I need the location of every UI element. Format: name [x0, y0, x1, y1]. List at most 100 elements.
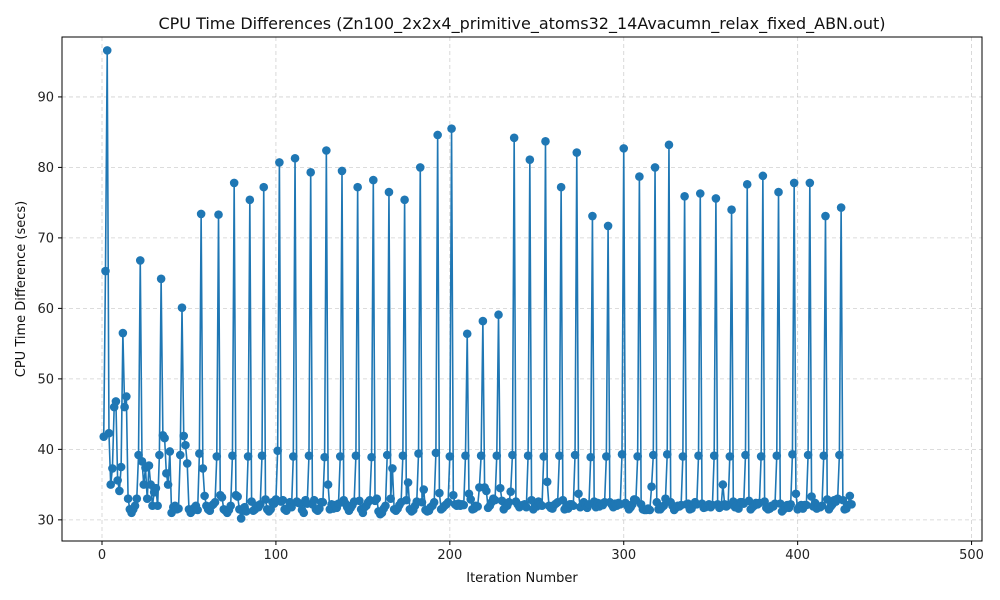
data-point: [257, 451, 267, 461]
x-tick-label: 200: [437, 548, 462, 563]
data-point: [228, 451, 237, 461]
data-point: [459, 500, 469, 510]
data-point: [290, 153, 300, 163]
plot-frame: [61, 36, 983, 542]
data-point: [633, 452, 642, 461]
data-point: [299, 508, 309, 518]
data-point: [195, 449, 204, 458]
data-point: [162, 469, 171, 478]
data-point: [556, 182, 566, 192]
data-point: [836, 203, 846, 212]
data-point: [725, 452, 735, 461]
y-tick-label: 90: [37, 90, 54, 105]
data-point: [111, 397, 121, 406]
data-point: [116, 462, 126, 472]
data-point: [417, 497, 427, 507]
data-point: [165, 447, 175, 456]
data-point: [772, 451, 782, 461]
data-point: [847, 500, 856, 509]
data-point: [449, 490, 458, 500]
data-point: [382, 450, 392, 460]
data-point: [650, 163, 660, 172]
data-point: [182, 459, 192, 468]
data-point: [443, 497, 453, 507]
data-point: [175, 450, 185, 460]
data-point: [414, 449, 423, 458]
data-point: [659, 501, 669, 511]
data-point: [106, 480, 115, 489]
data-point: [367, 452, 376, 462]
data-point: [403, 478, 413, 487]
data-point: [174, 504, 183, 513]
data-point: [156, 274, 166, 284]
x-tick-label: 300: [611, 548, 636, 563]
data-point: [664, 140, 674, 150]
data-point: [353, 182, 362, 192]
data-point: [261, 495, 270, 504]
data-point: [718, 480, 728, 489]
data-point: [802, 500, 811, 510]
data-point: [369, 175, 378, 185]
data-point: [709, 451, 719, 461]
data-point: [662, 450, 672, 459]
data-point: [273, 446, 282, 456]
data-point: [181, 440, 190, 450]
data-point: [104, 428, 114, 438]
data-point: [381, 501, 390, 511]
data-point: [123, 494, 133, 504]
data-point: [447, 124, 456, 133]
data-point: [236, 514, 246, 523]
data-point: [196, 209, 206, 219]
data-point: [570, 450, 580, 460]
data-point: [134, 450, 143, 460]
data-point: [821, 211, 830, 221]
data-point: [177, 303, 187, 312]
data-point: [306, 168, 316, 177]
data-point: [320, 452, 329, 462]
data-point: [476, 451, 486, 461]
data-point: [588, 211, 597, 221]
data-point: [509, 133, 519, 143]
data-point: [523, 451, 533, 461]
data-point: [574, 489, 583, 499]
data-point: [602, 452, 611, 461]
data-point: [102, 46, 112, 55]
y-tick-label: 30: [37, 513, 54, 528]
data-point: [603, 221, 613, 231]
data-point: [355, 496, 364, 506]
x-axis-ticks: 0 100 200 300 400 500: [98, 541, 984, 563]
data-point: [402, 495, 411, 505]
data-point: [508, 450, 517, 460]
x-tick-label: 100: [263, 548, 288, 563]
data-point: [198, 464, 208, 473]
data-point: [322, 146, 331, 155]
data-point: [142, 494, 152, 504]
data-point: [245, 195, 255, 205]
data-point: [259, 182, 269, 192]
data-point: [433, 130, 442, 140]
data-point: [506, 487, 515, 496]
data-point: [115, 486, 124, 496]
data-point: [151, 483, 161, 493]
data-point: [386, 494, 396, 504]
y-axis-label: CPU Time Difference (secs): [14, 201, 29, 378]
x-tick-label: 0: [98, 548, 106, 563]
y-tick-label: 60: [37, 302, 54, 317]
data-point: [586, 452, 595, 462]
data-point: [555, 451, 564, 461]
data-point: [786, 500, 795, 509]
data-point: [558, 495, 568, 505]
data-point: [155, 450, 164, 460]
y-tick-label: 40: [37, 443, 54, 458]
data-point: [494, 310, 503, 320]
data-point: [645, 505, 655, 515]
data-point: [419, 485, 429, 494]
data-point: [200, 491, 209, 501]
data-point: [742, 180, 752, 189]
data-point: [137, 457, 147, 466]
data-point: [431, 448, 441, 458]
data-point: [229, 178, 239, 188]
data-point: [835, 450, 844, 460]
data-point: [217, 493, 227, 502]
